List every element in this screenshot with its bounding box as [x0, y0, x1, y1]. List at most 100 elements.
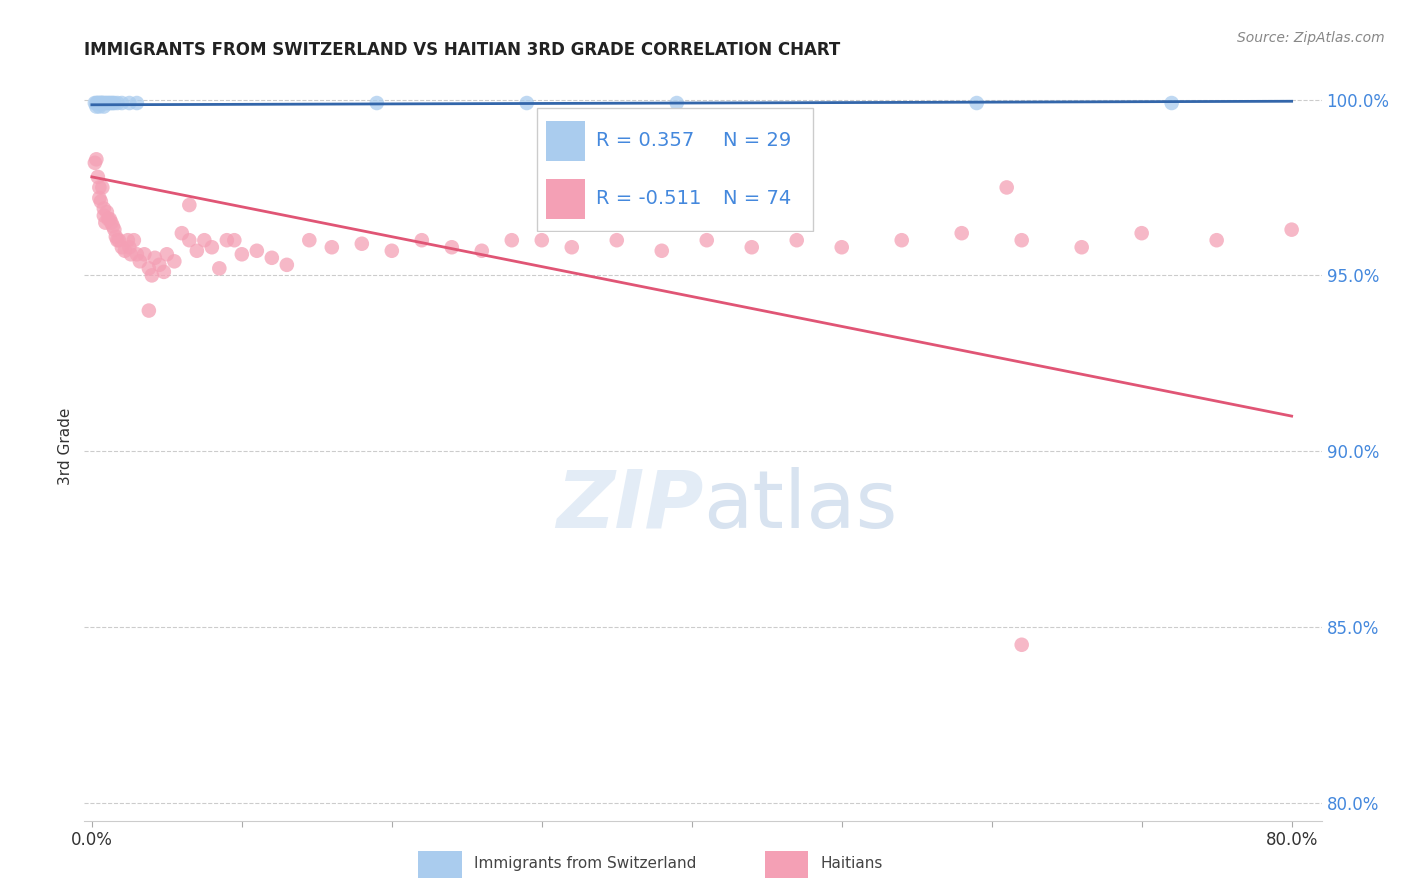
Text: IMMIGRANTS FROM SWITZERLAND VS HAITIAN 3RD GRADE CORRELATION CHART: IMMIGRANTS FROM SWITZERLAND VS HAITIAN 3…	[84, 41, 841, 59]
Point	[105, 95, 128, 110]
Point	[298, 233, 321, 247]
Point	[516, 95, 538, 110]
Point	[231, 247, 253, 261]
Point	[561, 240, 583, 254]
Point	[93, 202, 115, 216]
Point	[138, 303, 160, 318]
Point	[86, 99, 108, 113]
Point	[91, 95, 114, 110]
FancyBboxPatch shape	[546, 179, 585, 219]
Point	[156, 247, 179, 261]
Y-axis label: 3rd Grade: 3rd Grade	[58, 408, 73, 484]
Point	[381, 244, 404, 258]
Point	[111, 95, 134, 110]
Point	[471, 244, 494, 258]
Point	[831, 240, 853, 254]
Point	[94, 95, 117, 110]
Point	[134, 247, 156, 261]
Point	[215, 233, 238, 247]
Text: R = -0.511: R = -0.511	[596, 189, 702, 208]
Point	[100, 216, 122, 230]
Point	[86, 95, 108, 110]
Point	[1011, 638, 1033, 652]
Point	[89, 99, 111, 113]
Point	[366, 95, 388, 110]
Point	[93, 95, 115, 110]
Point	[1011, 233, 1033, 247]
FancyBboxPatch shape	[546, 120, 585, 161]
Point	[440, 240, 463, 254]
Point	[163, 254, 186, 268]
Point	[87, 169, 110, 184]
Point	[87, 95, 110, 110]
Point	[1130, 226, 1153, 240]
Point	[260, 251, 283, 265]
Point	[122, 233, 145, 247]
Point	[89, 95, 111, 110]
Text: Haitians: Haitians	[821, 855, 883, 871]
Point	[179, 233, 201, 247]
Text: ZIP: ZIP	[555, 467, 703, 545]
Point	[1070, 240, 1092, 254]
Point	[91, 95, 114, 110]
Point	[1205, 233, 1227, 247]
Point	[995, 180, 1018, 194]
FancyBboxPatch shape	[537, 108, 813, 231]
Point	[87, 95, 110, 110]
Point	[93, 99, 115, 113]
Point	[186, 244, 208, 258]
Point	[83, 95, 105, 110]
Point	[125, 247, 148, 261]
Point	[101, 219, 124, 234]
Point	[530, 233, 553, 247]
Point	[246, 244, 269, 258]
Point	[1281, 222, 1303, 236]
Point	[411, 233, 433, 247]
Point	[128, 254, 150, 268]
Point	[89, 180, 111, 194]
Text: N = 29: N = 29	[723, 131, 792, 150]
Point	[97, 212, 120, 227]
Point	[105, 233, 128, 247]
Point	[153, 265, 176, 279]
Point	[501, 233, 523, 247]
Text: Source: ZipAtlas.com: Source: ZipAtlas.com	[1237, 31, 1385, 45]
Point	[741, 240, 763, 254]
Point	[890, 233, 912, 247]
Point	[111, 240, 134, 254]
Point	[98, 95, 121, 110]
Point	[350, 236, 373, 251]
Point	[98, 212, 121, 227]
Point	[138, 261, 160, 276]
Point	[786, 233, 808, 247]
Point	[96, 205, 118, 219]
Point	[170, 226, 193, 240]
Point	[321, 240, 343, 254]
Text: N = 74: N = 74	[723, 189, 792, 208]
Point	[141, 268, 163, 283]
Point	[950, 226, 973, 240]
Point	[100, 95, 122, 110]
Point	[120, 247, 142, 261]
FancyBboxPatch shape	[765, 851, 808, 878]
Point	[94, 216, 117, 230]
Point	[91, 180, 114, 194]
Point	[90, 194, 112, 209]
Point	[148, 258, 170, 272]
Point	[179, 198, 201, 212]
FancyBboxPatch shape	[419, 851, 461, 878]
Point	[101, 95, 124, 110]
Point	[97, 95, 120, 110]
Point	[1160, 95, 1182, 110]
Point	[90, 95, 112, 110]
Point	[96, 95, 118, 110]
Point	[118, 240, 141, 254]
Point	[117, 233, 139, 247]
Point	[108, 233, 131, 247]
Text: R = 0.357: R = 0.357	[596, 131, 695, 150]
Point	[103, 222, 125, 236]
Point	[114, 244, 136, 258]
Point	[651, 244, 673, 258]
Text: Immigrants from Switzerland: Immigrants from Switzerland	[474, 855, 696, 871]
Point	[93, 209, 115, 223]
